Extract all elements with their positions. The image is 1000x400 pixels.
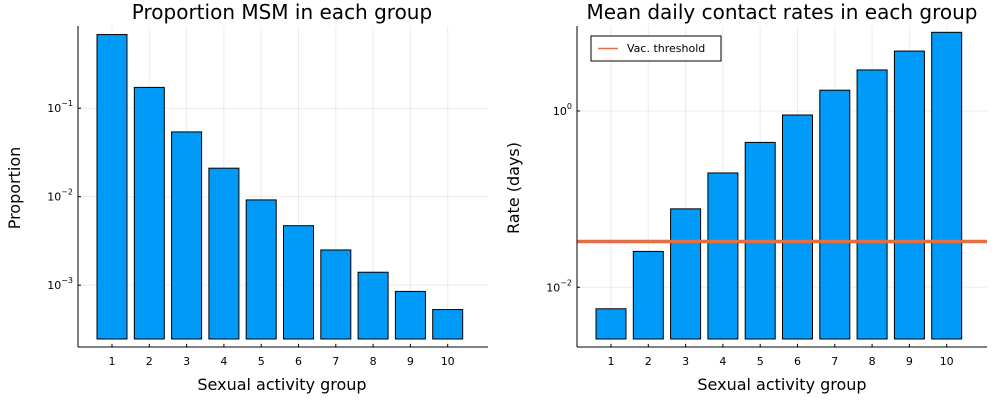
chart-title: Mean daily contact rates in each group (587, 0, 978, 24)
bar-group-10 (432, 309, 464, 340)
x-tick-label: 5 (258, 355, 265, 368)
bar-group-3 (670, 208, 702, 340)
bar-group-1 (595, 308, 627, 340)
x-tick-label: 1 (608, 355, 615, 368)
x-tick-label: 2 (645, 355, 652, 368)
panel-proportion-msm: Proportion MSM in each group 1 2 3 4 5 6 7 8 9 10… (5, 0, 488, 394)
x-axis-label: Sexual activity group (197, 375, 366, 394)
bar-group-10 (931, 31, 963, 340)
x-tick-label: 6 (295, 355, 302, 368)
bars (96, 34, 464, 340)
axis-frame (576, 26, 987, 348)
bar-group-7 (819, 89, 851, 340)
x-tick-label: 9 (906, 355, 913, 368)
x-tick-label: 5 (757, 355, 764, 368)
x-tick-label: 9 (407, 355, 414, 368)
bars (595, 31, 963, 340)
x-tick-label: 3 (682, 355, 689, 368)
x-axis-label: Sexual activity group (697, 375, 866, 394)
bar-group-8 (357, 271, 389, 340)
bar-group-2 (632, 250, 664, 340)
x-tick-labels: 1 2 3 4 5 6 7 8 9 10 (109, 344, 455, 368)
bar-group-4 (707, 172, 739, 340)
bar-group-2 (133, 86, 165, 340)
legend-label: Vac. threshold (627, 42, 705, 55)
x-tick-label: 7 (831, 355, 838, 368)
bar-group-8 (856, 69, 888, 340)
bar-group-7 (320, 249, 352, 340)
legend: Vac. threshold (590, 35, 722, 62)
y-axis-label: Rate (days) (504, 142, 523, 234)
x-tick-label: 4 (719, 355, 726, 368)
axis-frame (77, 26, 488, 348)
bar-group-3 (171, 131, 203, 340)
bar-group-6 (782, 114, 813, 340)
x-tick-label: 1 (109, 355, 116, 368)
bar-group-1 (96, 34, 128, 340)
y-tick-labels: 100 10−2 (546, 102, 580, 294)
x-tick-labels: 1 2 3 4 5 6 7 8 9 10 (608, 344, 954, 368)
y-tick-label: 100 (553, 102, 572, 118)
y-axis-label: Proportion (5, 147, 24, 230)
y-tick-label: 10−2 (546, 278, 572, 294)
y-tick-label: 10−2 (47, 188, 73, 204)
y-tick-labels: 10−1 10−2 10−3 (47, 99, 81, 292)
panel-contact-rates: Mean daily contact rates in each group 1… (504, 0, 987, 394)
bar-group-9 (394, 290, 426, 340)
bar-group-5 (245, 199, 277, 340)
bar-group-4 (208, 167, 240, 340)
bar-group-6 (283, 225, 314, 340)
x-tick-label: 3 (183, 355, 190, 368)
x-tick-label: 8 (370, 355, 377, 368)
x-tick-label: 6 (794, 355, 801, 368)
x-tick-label: 2 (146, 355, 153, 368)
x-tick-label: 4 (220, 355, 227, 368)
chart-title: Proportion MSM in each group (132, 0, 432, 24)
x-tick-label: 10 (441, 355, 455, 368)
y-tick-label: 10−1 (47, 99, 73, 115)
bar-group-9 (893, 50, 925, 340)
x-tick-label: 10 (940, 355, 954, 368)
x-tick-label: 7 (332, 355, 339, 368)
y-tick-label: 10−3 (47, 276, 73, 292)
x-tick-label: 8 (869, 355, 876, 368)
